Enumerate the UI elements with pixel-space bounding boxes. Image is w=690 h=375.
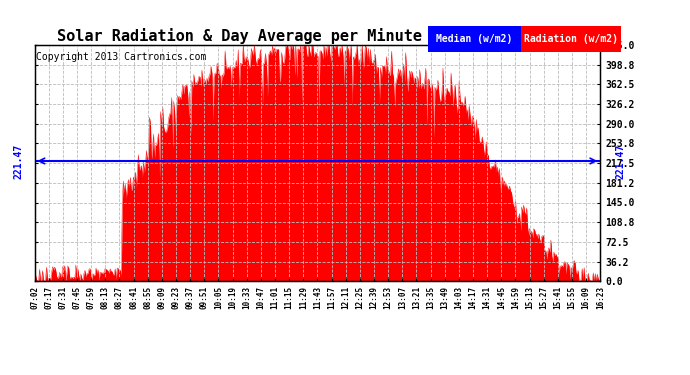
Text: Median (w/m2): Median (w/m2) [436, 34, 513, 44]
Text: Copyright 2013 Cartronics.com: Copyright 2013 Cartronics.com [36, 52, 206, 62]
Text: Radiation (w/m2): Radiation (w/m2) [524, 34, 618, 44]
Text: 221.47: 221.47 [615, 143, 625, 178]
Text: 221.47: 221.47 [14, 143, 23, 178]
Title: Solar Radiation & Day Average per Minute Sat Nov 30 16:26: Solar Radiation & Day Average per Minute… [57, 28, 578, 44]
